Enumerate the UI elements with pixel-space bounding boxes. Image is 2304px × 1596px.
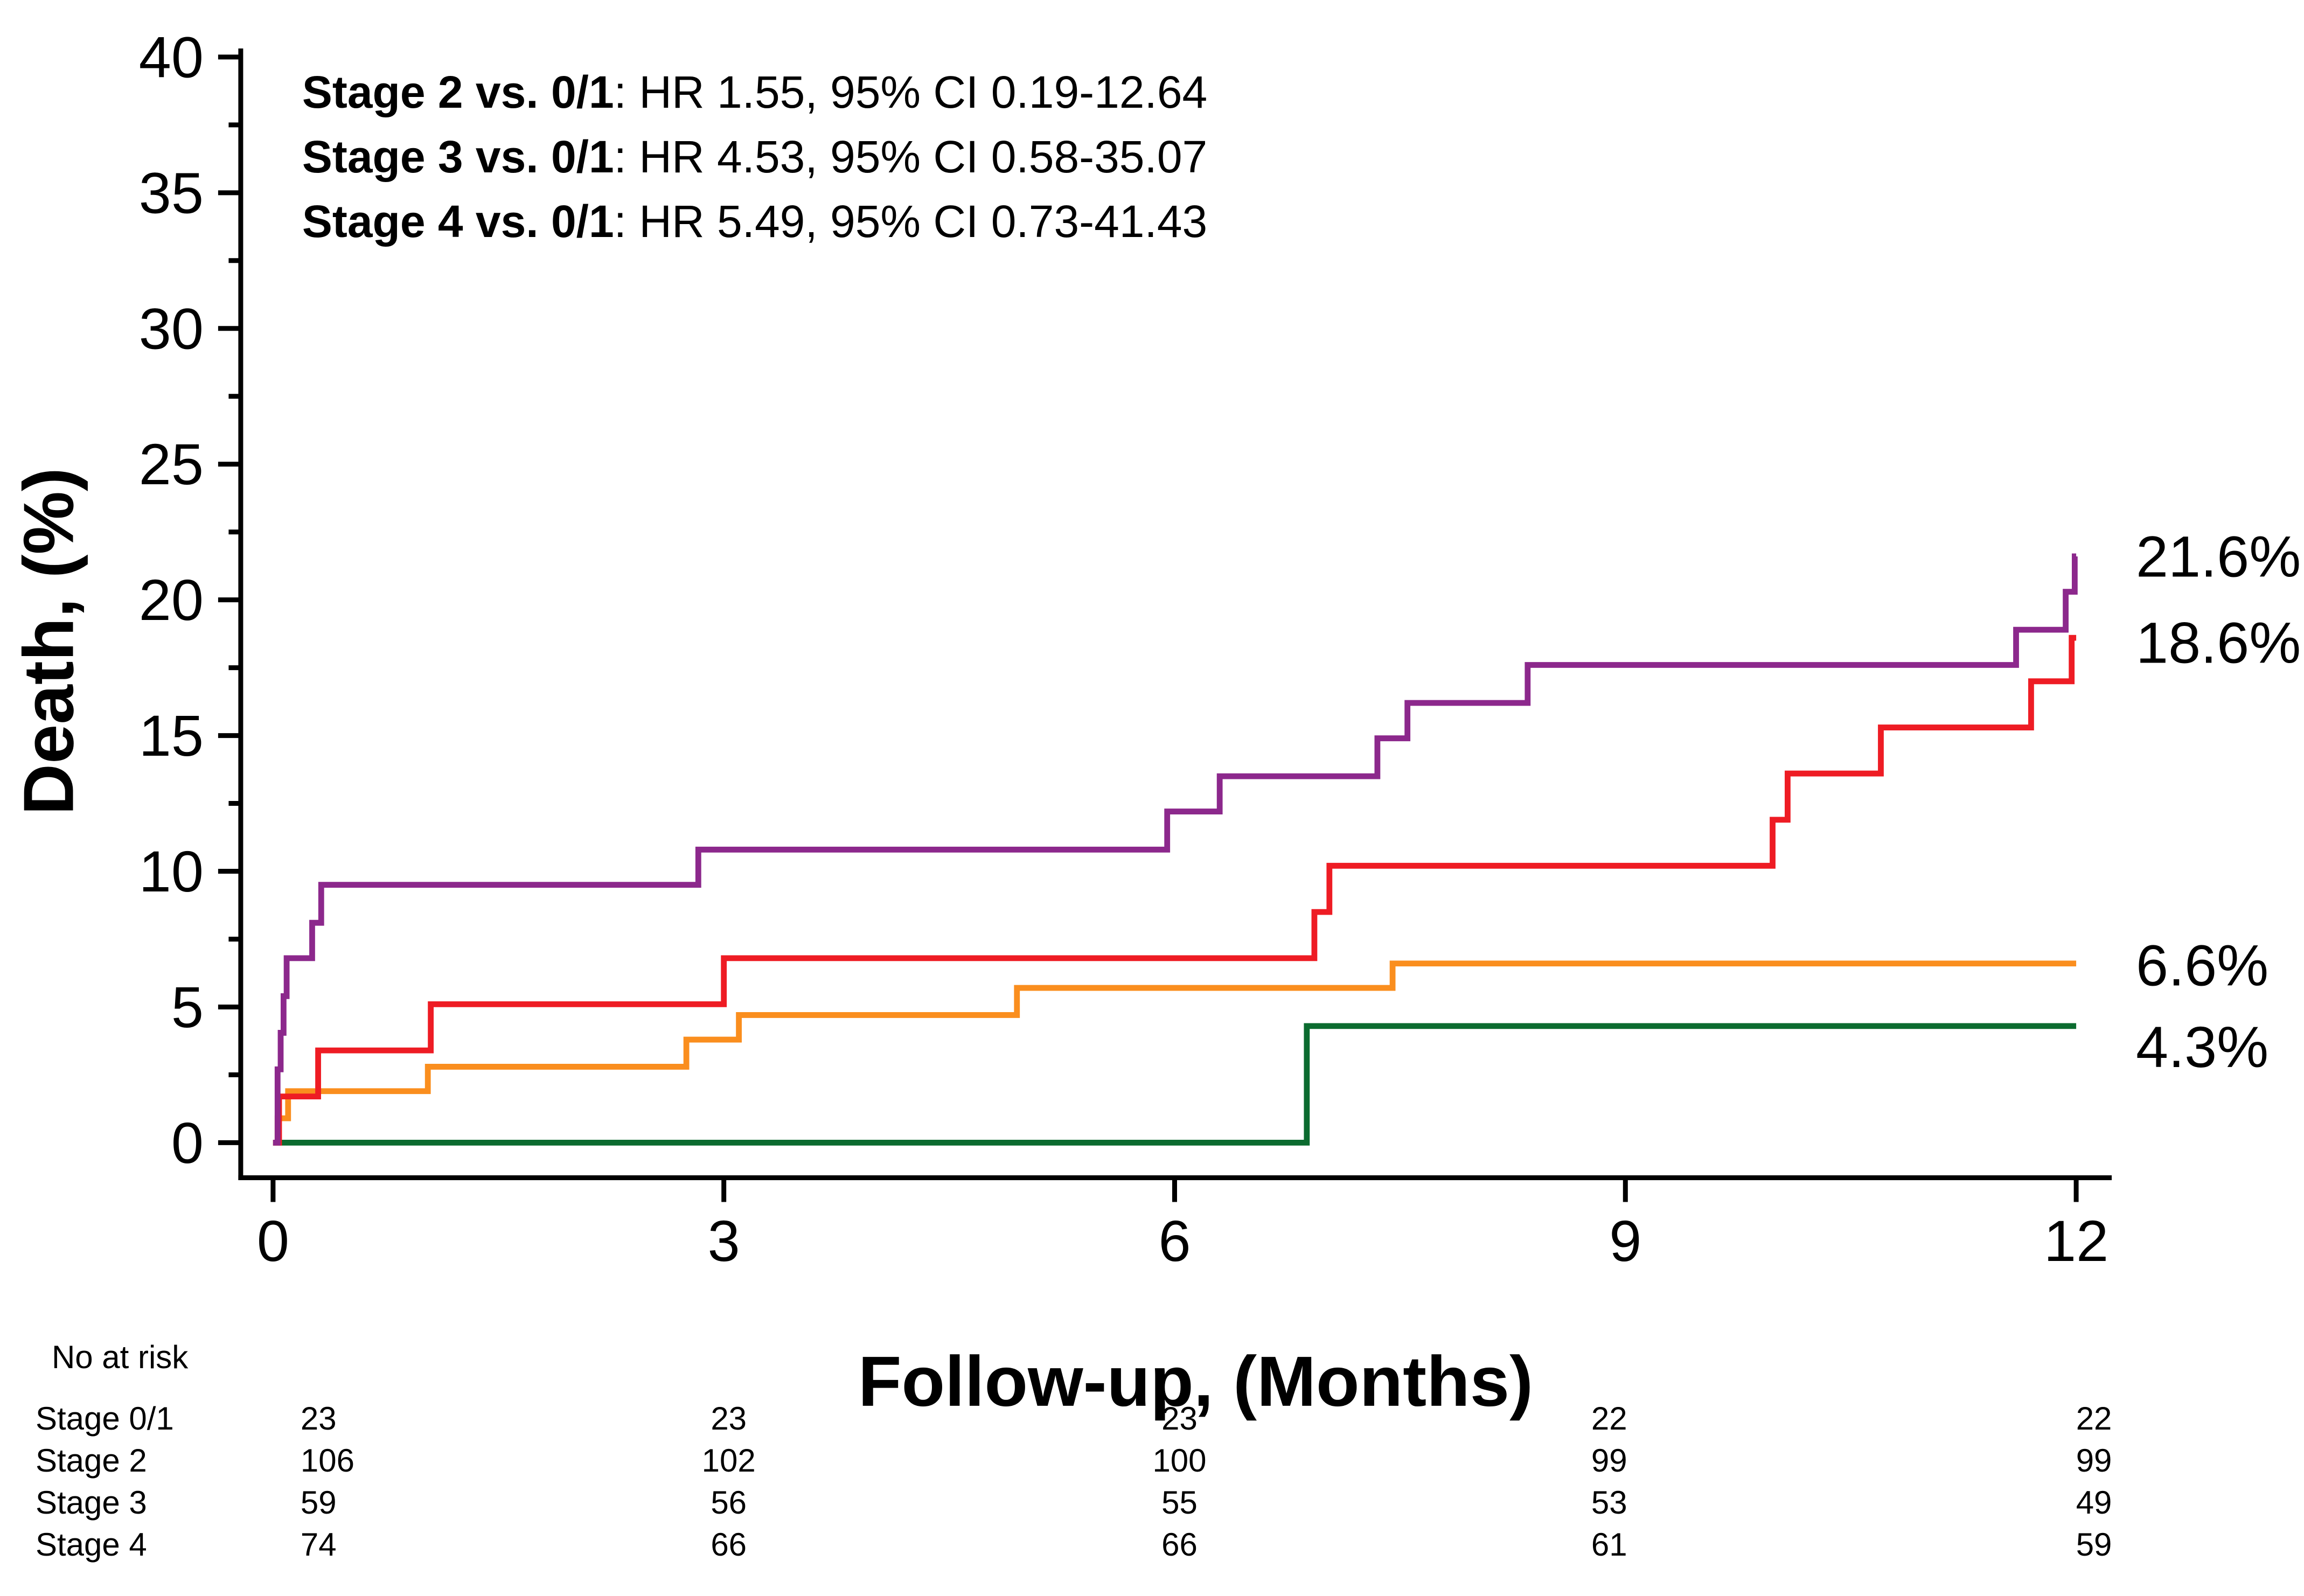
end-label-stage-4: 21.6%: [2136, 524, 2301, 589]
y-tick-label: 40: [139, 24, 204, 89]
y-tick-label: 10: [139, 839, 204, 904]
risk-value: 102: [702, 1442, 756, 1479]
y-tick-label: 15: [139, 703, 204, 768]
risk-value: 22: [1591, 1400, 1627, 1437]
x-tick-label: 6: [1158, 1208, 1191, 1273]
risk-value: 74: [301, 1527, 337, 1563]
risk-value: 49: [2076, 1485, 2112, 1521]
risk-value: 106: [301, 1442, 354, 1479]
end-label-stage-0-1: 4.3%: [2136, 1014, 2268, 1079]
risk-row-label: Stage 2: [36, 1442, 147, 1479]
y-axis-title: Death, (%): [9, 468, 88, 815]
risk-value: 55: [1161, 1485, 1198, 1521]
y-tick-label: 20: [139, 567, 204, 632]
y-tick-label: 30: [139, 296, 204, 361]
x-tick-label: 0: [257, 1208, 289, 1273]
risk-value: 23: [711, 1400, 747, 1437]
curve-end-labels: 4.3% 6.6% 18.6% 21.6%: [2136, 524, 2301, 1080]
y-tick-label: 5: [171, 974, 204, 1040]
risk-value: 23: [301, 1400, 337, 1437]
risk-value: 59: [301, 1485, 337, 1521]
risk-value: 99: [1591, 1442, 1627, 1479]
hr-annotation-line: Stage 4 vs. 0/1: HR 5.49, 95% CI 0.73-41…: [302, 196, 1207, 247]
risk-table: No at risk Stage 0/1 23 23 23 22 22 Stage 2 106…: [36, 1339, 2112, 1563]
y-tick-label: 25: [139, 431, 204, 497]
curve-stage-0-1: [273, 1023, 2077, 1146]
risk-row-label: Stage 3: [36, 1485, 147, 1521]
hr-annotation-line: Stage 2 vs. 0/1: HR 1.55, 95% CI 0.19-12…: [302, 67, 1207, 117]
risk-row-label: Stage 0/1: [36, 1400, 174, 1437]
y-tick-label: 35: [139, 160, 204, 225]
y-axis: Death, (%) 0 5 10 15 20 25 30 35 40: [9, 24, 243, 1180]
risk-value: 22: [2076, 1400, 2112, 1437]
x-axis: Follow-up, (Months) 0 3 6 9 12: [238, 1175, 2112, 1421]
end-label-stage-2: 6.6%: [2136, 932, 2268, 998]
curve-stage-4: [273, 553, 2078, 1146]
risk-table-title: No at risk: [52, 1339, 189, 1375]
risk-value: 23: [1161, 1400, 1198, 1437]
x-axis-title: Follow-up, (Months): [858, 1342, 1533, 1421]
risk-value: 99: [2076, 1442, 2112, 1479]
x-tick-label: 3: [708, 1208, 740, 1273]
hr-annotations: Stage 2 vs. 0/1: HR 1.55, 95% CI 0.19-12…: [302, 67, 1207, 247]
risk-row-label: Stage 4: [36, 1527, 147, 1563]
risk-value: 66: [711, 1527, 747, 1563]
survival-curves: [273, 553, 2078, 1146]
risk-value: 61: [1591, 1527, 1627, 1563]
risk-value: 56: [711, 1485, 747, 1521]
x-tick-label: 9: [1609, 1208, 1641, 1273]
end-label-stage-3: 18.6%: [2136, 610, 2301, 675]
risk-value: 59: [2076, 1527, 2112, 1563]
y-tick-label: 0: [171, 1110, 204, 1175]
risk-value: 53: [1591, 1485, 1627, 1521]
risk-value: 100: [1152, 1442, 1206, 1479]
hr-annotation-line: Stage 3 vs. 0/1: HR 4.53, 95% CI 0.58-35…: [302, 131, 1207, 182]
curve-stage-3: [273, 635, 2077, 1146]
curve-stage-2: [273, 960, 2077, 1146]
x-tick-label: 12: [2044, 1208, 2108, 1273]
risk-value: 66: [1161, 1527, 1198, 1563]
